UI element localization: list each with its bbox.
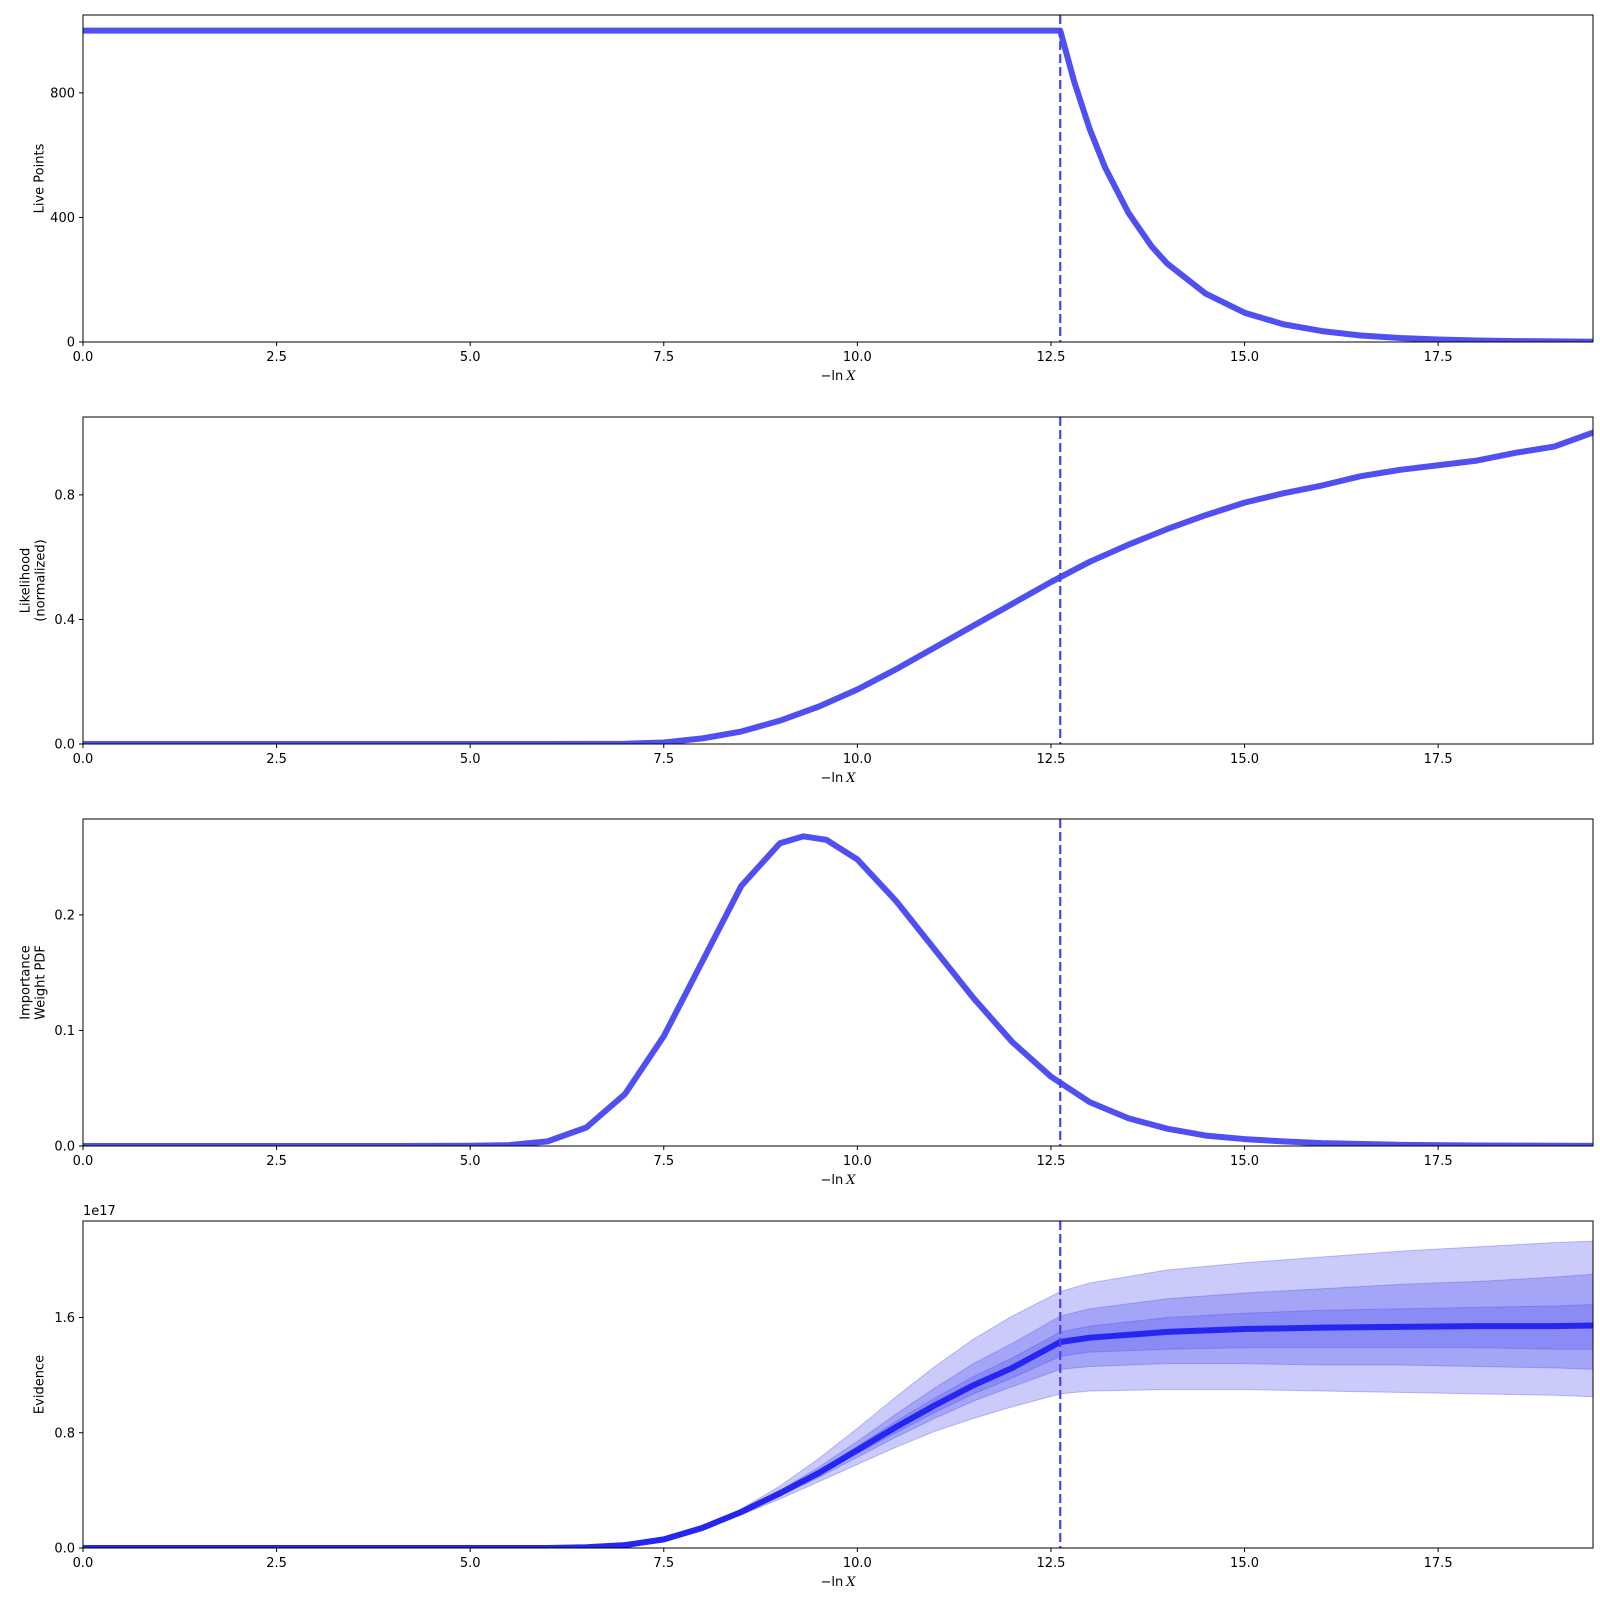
x-tick-label: 15.0 [1230,1556,1259,1571]
x-tick-label: 7.5 [653,1154,674,1169]
x-tick-label: 0.0 [73,350,94,365]
y-axis-label: (normalized) [34,539,49,621]
y-tick-label: 800 [50,86,75,101]
series-line-1 [83,833,1593,1146]
y-tick-label: 0.0 [54,1140,75,1155]
y-tick-label: 400 [50,211,75,226]
x-tick-label: 2.5 [266,752,287,767]
chart-panel-1: 0.0 2.5 5.0 7.5 10.0 12.5 15.0 17.5 0 400 800 −ln X L… [33,14,1594,384]
x-tick-label: 10.0 [843,350,872,365]
chart-panel-2: 0.0 2.5 5.0 7.5 10.0 12.5 15.0 17.5 0.0 0.4 0.8 −ln… [19,416,1594,786]
y-axis-label: Importance [19,945,34,1020]
axes-frame [82,1220,1594,1549]
x-tick-label: 5.0 [460,1556,481,1571]
x-tick-label: 12.5 [1036,1154,1065,1169]
y-tick-label: 0.2 [54,908,75,923]
x-tick-label: 12.5 [1036,1556,1065,1571]
x-tick-label: 15.0 [1230,752,1259,767]
axes-frame [82,818,1594,1147]
x-tick-label: 15.0 [1230,1154,1259,1169]
y-tick-label: 0 [67,336,75,351]
x-tick-label: 17.5 [1424,1556,1453,1571]
evidence-median-line [83,1322,1593,1548]
x-tick-label: 17.5 [1424,752,1453,767]
x-tick-label: 10.0 [843,1556,872,1571]
plot-area [83,417,1593,744]
plot-area [83,15,1593,342]
x-tick-label: 2.5 [266,350,287,365]
chart-panel-4: 0.0 2.5 5.0 7.5 10.0 12.5 15.0 17.5 0.0 0.8 1.6 −ln… [33,1204,1594,1590]
x-tick-label: 12.5 [1036,350,1065,365]
y-axis-label: Live Points [33,143,48,213]
x-tick-label: 0.0 [73,752,94,767]
x-tick-label: 12.5 [1036,752,1065,767]
x-tick-label: 7.5 [653,752,674,767]
y-axis-label: Likelihood [19,548,34,614]
y-tick-label: 1.6 [54,1311,75,1326]
x-tick-label: 5.0 [460,752,481,767]
x-axis-label: −ln X [820,1173,856,1188]
x-tick-label: 0.0 [73,1556,94,1571]
x-tick-label: 2.5 [266,1154,287,1169]
y-tick-label: 0.8 [54,1426,75,1441]
x-tick-label: 5.0 [460,1154,481,1169]
x-tick-label: 10.0 [843,1154,872,1169]
plot-area [83,819,1593,1146]
x-tick-label: 10.0 [843,752,872,767]
y-axis-label: Evidence [33,1355,48,1414]
y-tick-label: 0.8 [54,488,75,503]
x-axis-label: −ln X [820,771,856,786]
evidence-band-1 [83,1240,1593,1548]
y-tick-label: 0.0 [54,1542,75,1557]
y-axis-label: Weight PDF [34,945,49,1020]
x-tick-label: 7.5 [653,350,674,365]
x-tick-label: 5.0 [460,350,481,365]
series-line-1 [83,27,1593,342]
y-offset-label: 1e17 [83,1204,116,1219]
x-tick-label: 7.5 [653,1556,674,1571]
x-tick-label: 17.5 [1424,350,1453,365]
series-line-1 [83,429,1593,744]
x-axis-label: −ln X [820,1575,856,1590]
plot-area [83,1221,1593,1548]
y-tick-label: 0.4 [54,613,75,628]
x-axis-label: −ln X [820,369,856,384]
axes-frame [82,416,1594,745]
axes-frame [82,14,1594,343]
x-tick-label: 0.0 [73,1154,94,1169]
x-tick-label: 15.0 [1230,350,1259,365]
y-tick-label: 0.1 [54,1024,75,1039]
y-tick-label: 0.0 [54,738,75,753]
x-tick-label: 17.5 [1424,1154,1453,1169]
chart-panel-3: 0.0 2.5 5.0 7.5 10.0 12.5 15.0 17.5 0.0 0.1 0.2 −ln… [19,818,1594,1188]
x-tick-label: 2.5 [266,1556,287,1571]
